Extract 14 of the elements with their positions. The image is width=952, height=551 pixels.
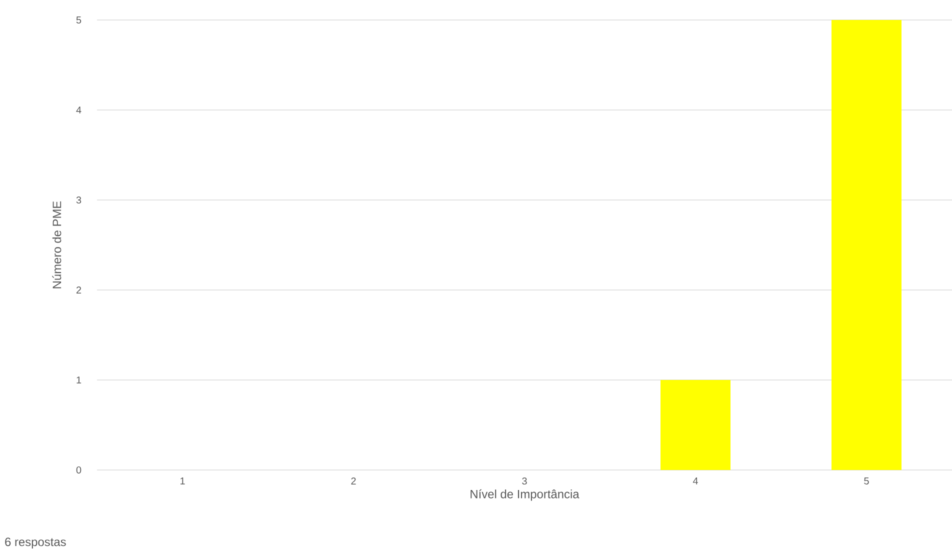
x-tick-label: 4 — [692, 478, 698, 484]
y-tick-label: 0 — [76, 466, 82, 474]
x-tick-label: 2 — [351, 478, 356, 484]
text: 6 respostas — [5, 538, 66, 548]
y-tick-label: 3 — [76, 196, 82, 204]
x-axis-title: Nível de Importância — [470, 489, 580, 501]
x-tick-label: 5 — [864, 478, 869, 484]
y-tick-label: 2 — [76, 286, 82, 294]
y-tick-label: 5 — [76, 16, 82, 24]
x-tick-label: 1 — [180, 478, 185, 484]
y-tick-label: 1 — [76, 376, 82, 384]
y-tick-label: 4 — [76, 106, 82, 114]
x-tick-label: 3 — [522, 478, 527, 485]
y-axis-title: Número de PME — [52, 201, 62, 288]
